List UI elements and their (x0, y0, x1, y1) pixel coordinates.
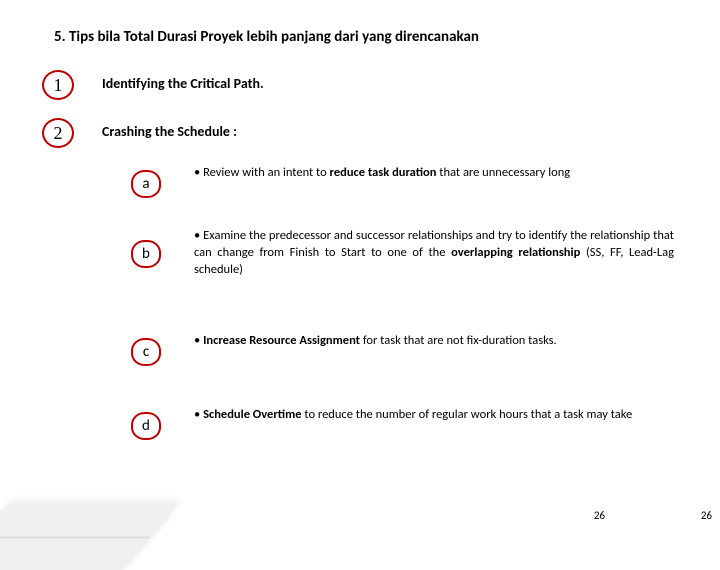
badge-a: a (131, 170, 161, 198)
page-number-edge: 26 (701, 509, 712, 522)
label-2: Crashing the Schedule : (102, 123, 237, 140)
badge-d: d (131, 412, 161, 440)
badge-1: 1 (42, 70, 74, 100)
page-number: 26 (594, 509, 605, 522)
item-c-text: Increase Resource Assignment for task th… (194, 333, 674, 350)
badge-d-letter: d (142, 417, 150, 435)
badge-1-num: 1 (54, 75, 63, 96)
label-1: Identifying the Critical Path. (102, 75, 264, 92)
badge-c: c (131, 338, 161, 366)
badge-b: b (131, 240, 161, 268)
badge-2: 2 (42, 118, 74, 148)
badge-a-letter: a (142, 175, 149, 193)
item-d-text: Schedule Overtime to reduce the number o… (194, 407, 674, 424)
item-b-text: Examine the predecessor and successor re… (194, 228, 674, 279)
badge-c-letter: c (143, 343, 149, 361)
section-title: 5. Tips bila Total Durasi Proyek lebih p… (54, 28, 479, 46)
badge-2-num: 2 (54, 123, 63, 144)
decorative-corner (0, 505, 177, 570)
item-a-text: Review with an intent to reduce task dur… (194, 165, 674, 182)
badge-b-letter: b (142, 245, 150, 263)
